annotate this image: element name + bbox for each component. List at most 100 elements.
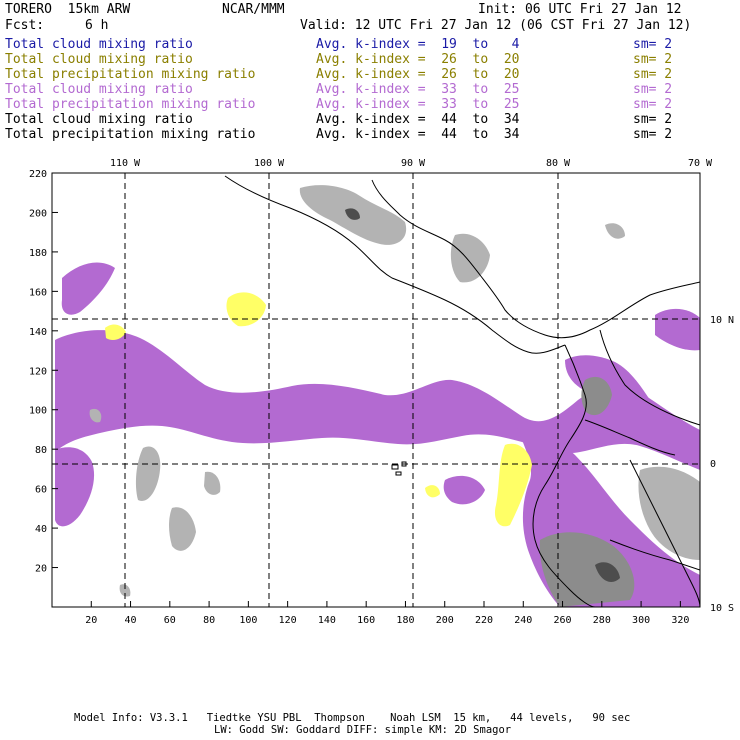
gray-cloud-patch-4: [169, 507, 196, 551]
legend-row-6-sm: sm= 2: [633, 112, 673, 127]
legend-row-5-field: Total precipitation mixing ratio: [5, 97, 256, 112]
central-america-coast-caribbean: [371, 179, 700, 339]
y-tick-label: 140: [29, 327, 47, 338]
x-tick-label: 160: [357, 615, 375, 626]
gray-cloud-patch-7: [638, 466, 700, 560]
gray-cloud-patch-2: [450, 233, 490, 283]
model-info-line-2: LW: Godd SW: Goddard DIFF: simple KM: 2D…: [214, 724, 512, 736]
legend-row-2-sm: sm= 2: [633, 52, 673, 67]
brazil-border: [629, 459, 700, 607]
x-tick-label: 20: [85, 615, 97, 626]
y-tick-label: 120: [29, 366, 47, 377]
legend-row-6-kindex: Avg. k-index = 44 to 34: [316, 112, 520, 127]
peru-ecuador-border: [584, 419, 676, 456]
central-america-coast-pacific: [224, 175, 566, 354]
valid-time: Valid: 12 UTC Fri 27 Jan 12 (06 CST Fri …: [300, 18, 692, 33]
lon-labels: 110 W 100 W 90 W 80 W 70 W: [110, 158, 713, 169]
x-tick-label: 220: [475, 615, 493, 626]
lon-label-100w: 100 W: [254, 158, 285, 169]
lon-label-110w: 110 W: [110, 158, 141, 169]
init-time: Init: 06 UTC Fri 27 Jan 12: [478, 2, 682, 17]
model-info-line-1: Model Info: V3.3.1 Tiedtke YSU PBL Thomp…: [74, 712, 631, 724]
model-title: TORERO 15km ARW: [5, 2, 131, 17]
x-tick-label: 180: [396, 615, 414, 626]
legend-row-1-kindex: Avg. k-index = 19 to 4: [316, 37, 520, 52]
x-tick-label: 40: [125, 615, 137, 626]
gray-cloud-patch-12: [119, 584, 131, 597]
gray-cloud-patch-11: [605, 223, 625, 239]
plot-frame: [51, 172, 701, 608]
legend-row-4-sm: sm= 2: [633, 82, 673, 97]
y-tick-label: 80: [35, 445, 47, 456]
lat-label-equator: 0: [710, 459, 716, 470]
purple-cloud-east-2: [655, 308, 700, 351]
legend-row-3-field: Total precipitation mixing ratio: [5, 67, 256, 82]
x-tick-label: 240: [514, 615, 532, 626]
y-tick-label: 220: [29, 169, 47, 180]
x-tick-label: 80: [203, 615, 215, 626]
x-tick-label: 320: [671, 615, 689, 626]
bolivia-border: [609, 539, 700, 571]
y-tick-label: 160: [29, 287, 47, 298]
y-tick-label: 20: [35, 564, 47, 575]
legend-row-6-field: Total cloud mixing ratio: [5, 112, 193, 127]
gray-cloud-patch-9: [345, 208, 360, 220]
gray-cloud-patch-13: [89, 408, 102, 423]
x-tick-label: 260: [554, 615, 572, 626]
forecast-value: 6 h: [85, 18, 109, 33]
y-tick-label: 200: [29, 208, 47, 219]
south-america-coast-pacific: [532, 344, 596, 607]
galapagos-islands: [391, 461, 407, 476]
x-tick-label: 140: [318, 615, 336, 626]
x-tick-label: 300: [632, 615, 650, 626]
yellow-cloud-patch-2: [105, 324, 126, 340]
legend-row-1-sm: sm= 2: [633, 37, 673, 52]
lat-label-10s: 10 S: [710, 603, 734, 614]
lat-label-10n: 10 N: [710, 315, 734, 326]
org-label: NCAR/MMM: [222, 2, 285, 17]
legend-row-7-sm: sm= 2: [633, 127, 673, 142]
legend-row-5-kindex: Avg. k-index = 33 to 25: [316, 97, 520, 112]
legend-row-4-kindex: Avg. k-index = 33 to 25: [316, 82, 520, 97]
y-tick-label: 60: [35, 485, 47, 496]
purple-cloud-south: [443, 475, 485, 505]
coastlines: [224, 175, 700, 607]
lon-label-90w: 90 W: [401, 158, 426, 169]
purple-cloud-north: [61, 262, 115, 315]
x-axis-ticks: 20 40 60 80 100 120 140 160 180 200 220 240 260 280 30…: [85, 601, 689, 626]
colombia-border: [599, 329, 700, 426]
x-tick-label: 120: [279, 615, 297, 626]
forecast-label: Fcst:: [5, 18, 45, 33]
gray-cloud-patch-5: [204, 471, 221, 495]
x-tick-label: 200: [436, 615, 454, 626]
x-tick-label: 280: [593, 615, 611, 626]
legend-row-2-kindex: Avg. k-index = 26 to 20: [316, 52, 520, 67]
x-tick-label: 60: [164, 615, 176, 626]
y-tick-label: 180: [29, 248, 47, 259]
latlon-grid: [52, 173, 700, 607]
y-axis-ticks: 20 40 60 80 100 120 140 160 180 200 220: [29, 169, 58, 575]
legend-row-7-field: Total precipitation mixing ratio: [5, 127, 256, 142]
legend-row-1-field: Total cloud mixing ratio: [5, 37, 193, 52]
legend-row-2-field: Total cloud mixing ratio: [5, 52, 193, 67]
purple-cloud-west: [55, 447, 95, 527]
legend-row-4-field: Total cloud mixing ratio: [5, 82, 193, 97]
legend-row-3-kindex: Avg. k-index = 26 to 20: [316, 67, 520, 82]
cloud-fields: [55, 185, 700, 607]
gray-cloud-patch-6: [539, 532, 635, 607]
yellow-cloud-patch-1: [226, 292, 266, 327]
legend-row-3-sm: sm= 2: [633, 67, 673, 82]
y-tick-label: 100: [29, 406, 47, 417]
gray-cloud-patch-10: [595, 562, 620, 582]
yellow-cloud-patch-5: [425, 485, 440, 498]
lon-label-80w: 80 W: [546, 158, 571, 169]
x-tick-label: 100: [239, 615, 257, 626]
legend-row-7-kindex: Avg. k-index = 44 to 34: [316, 127, 520, 142]
gray-cloud-patch-3: [135, 446, 161, 501]
legend-row-5-sm: sm= 2: [633, 97, 673, 112]
y-tick-label: 40: [35, 524, 47, 535]
lon-label-70w: 70 W: [688, 158, 713, 169]
gray-cloud-patch-8: [581, 376, 612, 416]
lat-labels: 10 N 0 10 S: [710, 315, 734, 614]
